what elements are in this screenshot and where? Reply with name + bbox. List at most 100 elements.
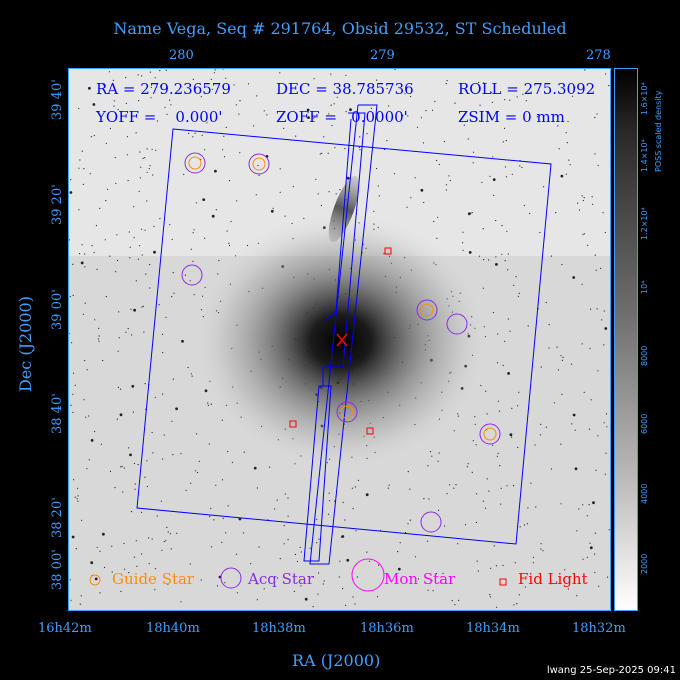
background-star <box>109 255 111 257</box>
background-star <box>472 440 474 442</box>
background-star <box>576 530 578 532</box>
background-star <box>322 583 324 585</box>
x-top-tick: 278 <box>586 48 611 63</box>
background-star <box>135 540 137 542</box>
y-axis-label: Dec (J2000) <box>16 296 35 392</box>
background-star <box>410 197 412 199</box>
background-star <box>81 519 83 521</box>
background-star <box>79 159 81 161</box>
background-star <box>149 264 151 266</box>
background-star <box>470 212 472 214</box>
background-star <box>214 69 216 71</box>
background-star <box>455 484 457 486</box>
background-star <box>557 369 559 371</box>
background-star <box>422 142 425 144</box>
background-star <box>207 404 209 406</box>
plot-title: Name Vega, Seq # 291764, Obsid 29532, ST… <box>113 19 567 38</box>
background-star <box>604 473 606 475</box>
background-star <box>589 542 591 544</box>
background-star <box>370 107 372 109</box>
background-star <box>141 553 143 555</box>
background-star <box>502 141 504 143</box>
background-star <box>223 135 225 137</box>
background-star <box>166 526 168 528</box>
background-star <box>306 108 310 112</box>
background-star <box>198 460 200 462</box>
background-star <box>215 209 217 211</box>
background-star <box>479 120 481 122</box>
background-star <box>388 484 390 486</box>
background-star <box>97 338 99 340</box>
background-star <box>172 454 174 456</box>
background-star <box>504 260 506 262</box>
background-star <box>114 157 116 159</box>
background-star <box>173 292 175 294</box>
background-star <box>404 532 407 534</box>
background-star <box>496 455 498 457</box>
background-star <box>587 244 589 246</box>
background-star <box>163 540 165 543</box>
background-star <box>397 567 401 571</box>
background-star <box>77 500 79 502</box>
background-star <box>82 183 84 185</box>
background-star <box>218 259 220 262</box>
y-tick: 38 20' <box>50 497 65 538</box>
background-star <box>102 532 105 536</box>
background-star <box>135 132 137 134</box>
background-star <box>119 413 123 417</box>
background-star <box>238 113 240 115</box>
background-star <box>102 359 104 362</box>
background-star <box>333 103 335 105</box>
background-star <box>509 330 511 332</box>
background-star <box>393 173 395 175</box>
background-star <box>407 523 409 525</box>
background-star <box>489 596 491 598</box>
background-star <box>126 154 129 156</box>
background-star <box>597 370 599 372</box>
background-star <box>355 530 357 532</box>
background-star <box>88 459 90 461</box>
background-star <box>85 416 87 418</box>
background-star <box>133 206 135 208</box>
background-star <box>498 410 501 412</box>
background-star <box>80 595 82 597</box>
background-star <box>137 258 139 260</box>
background-star <box>486 478 488 480</box>
background-star <box>571 95 574 97</box>
background-star <box>497 452 499 454</box>
background-star <box>154 396 156 398</box>
background-star <box>142 157 144 159</box>
background-star <box>582 199 585 202</box>
background-star <box>134 483 136 485</box>
background-star <box>561 263 563 266</box>
background-star <box>485 390 487 392</box>
background-star <box>129 453 132 457</box>
background-star <box>604 231 606 234</box>
background-star <box>462 249 464 251</box>
background-star <box>516 96 518 98</box>
background-star <box>190 373 192 375</box>
background-star <box>125 102 127 104</box>
background-star <box>284 493 286 495</box>
background-star <box>602 212 604 214</box>
background-star <box>352 596 354 598</box>
background-star <box>558 148 560 150</box>
background-star <box>239 152 241 154</box>
background-star <box>69 296 71 298</box>
background-star <box>175 407 178 411</box>
sky-image-plot[interactable] <box>68 68 611 611</box>
background-star <box>484 507 487 509</box>
background-star <box>339 189 341 191</box>
background-star <box>151 538 153 540</box>
background-star <box>284 215 286 217</box>
legend-acq-label: Acq Star <box>248 570 315 588</box>
background-star <box>572 413 576 417</box>
background-star <box>167 531 169 533</box>
background-star <box>464 524 467 526</box>
background-star <box>121 465 123 467</box>
background-star <box>116 418 118 420</box>
background-star <box>236 200 238 202</box>
background-star <box>230 220 232 223</box>
background-star <box>316 518 318 520</box>
background-star <box>345 610 346 611</box>
